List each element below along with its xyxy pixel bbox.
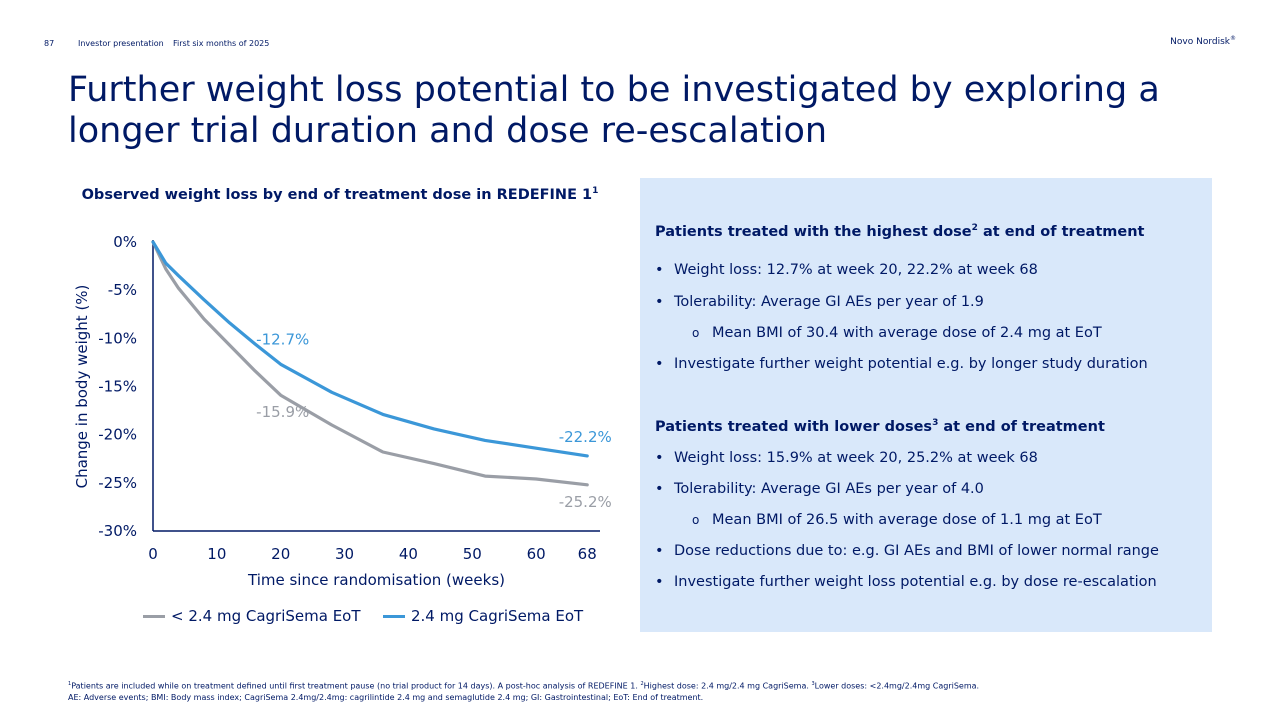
bullet-text: Weight loss: 15.9% at week 20, 25.2% at … [674,450,1038,466]
footnote-ref: 2 [640,681,644,687]
bullet-glyph: • [655,356,664,372]
y-axis-label: Change in body weight (%) [73,285,91,489]
bullet-text: Investigate further weight loss potentia… [674,574,1157,590]
x-tick-label: 20 [271,545,290,563]
footnote-ref: 3 [811,681,815,687]
bullet-glyph: • [655,450,664,466]
legend-item-highest-dose: 2.4 mg CagriSema EoT [383,607,583,625]
brand-name: Novo Nordisk [1170,37,1230,47]
bullet-glyph: • [655,543,664,559]
y-tick-label: -20% [98,426,137,444]
bullet-text: Weight loss: 12.7% at week 20, 22.2% at … [674,262,1038,278]
bullet-text: Tolerability: Average GI AEs per year of… [674,481,984,497]
y-tick-label: -15% [98,378,137,396]
series-line-lower-dose [151,240,589,487]
section-lower-dose-title: Patients treated with lower doses3 at en… [655,418,1105,435]
bullet-glyph: • [655,262,664,278]
footnote-line-1: 1Patients are included while on treatmen… [68,679,1218,692]
section-lower-dose-footnote-ref: 3 [932,418,939,428]
y-tick-label: -30% [98,522,137,540]
x-tick-label: 50 [463,545,482,563]
y-tick-label: -10% [98,329,137,347]
chart-title-footnote-ref: 1 [592,186,599,196]
section-highest-dose-title-suffix: at end of treatment [977,223,1145,240]
bullet-text: Tolerability: Average GI AEs per year of… [674,294,984,310]
bullet-glyph: • [655,481,664,497]
sub-bullet-item: o Mean BMI of 30.4 with average dose of 2… [692,325,1102,341]
section-lower-dose-title-suffix: at end of treatment [938,418,1105,435]
x-tick-label: 10 [207,545,226,563]
y-tick-label: -25% [98,474,137,492]
footnote-text: Lower doses: <2.4mg/2.4mg CagriSema. [814,681,980,691]
bullet-item: • Weight loss: 12.7% at week 20, 22.2% at… [655,262,1038,278]
brand-logo: Novo Nordisk® [1170,35,1236,47]
bullet-text: Mean BMI of 26.5 with average dose of 1.… [712,512,1102,528]
x-tick-label: 60 [527,545,546,563]
page-title: Further weight loss potential to be inve… [68,70,1160,151]
bullet-item: • Investigate further weight loss potenti… [655,574,1157,590]
legend-item-lower-dose: < 2.4 mg CagriSema EoT [143,607,361,625]
page-number: 87 [44,39,55,48]
y-tick-label: 0% [113,233,137,251]
footnote-ref: 1 [68,681,72,687]
section-highest-dose-title-text: Patients treated with the highest dose [655,223,972,240]
presentation-label: Investor presentation [78,39,164,48]
footnotes: 1Patients are included while on treatmen… [68,679,1218,703]
x-tick-label: 0 [148,545,158,563]
data-label: -12.7% [256,330,309,348]
weight-loss-line-chart: 0% -5% -10% -15% -20% -25% -30% 0 10 20 30 40 50 60 68… [73,233,612,589]
bullet-text: Mean BMI of 30.4 with average dose of 2.… [712,325,1102,341]
bullet-glyph: • [655,294,664,310]
data-label: -25.2% [559,493,612,511]
bullet-glyph: • [655,574,664,590]
brand-mark: ® [1230,35,1236,42]
footnote-text: Patients are included while on treatment… [71,681,641,691]
legend-label-highest-dose: 2.4 mg CagriSema EoT [411,607,584,625]
x-axis-label: Time since randomisation (weeks) [247,571,505,589]
bullet-text: Investigate further weight potential e.g… [674,356,1148,372]
legend-label-lower-dose: < 2.4 mg CagriSema EoT [171,607,361,625]
x-tick-label: 30 [335,545,354,563]
section-lower-dose-title-text: Patients treated with lower doses [655,418,933,435]
bullet-text: Dose reductions due to: e.g. GI AEs and … [674,543,1159,559]
x-tick-label: 68 [578,545,597,563]
summary-panel: Patients treated with the highest dose2 … [640,178,1212,632]
period-label: First six months of 2025 [173,39,270,48]
section-highest-dose-title: Patients treated with the highest dose2 … [655,223,1144,240]
x-tick-label: 40 [399,545,418,563]
bullet-item: • Weight loss: 15.9% at week 20, 25.2% at… [655,450,1038,466]
data-label: -15.9% [256,403,309,421]
y-tick-label: -5% [108,281,137,299]
data-label: -22.2% [559,428,612,446]
sub-bullet-item: o Mean BMI of 26.5 with average dose of 1… [692,512,1102,528]
bullet-item: • Investigate further weight potential e.… [655,356,1148,372]
bullet-item: • Tolerability: Average GI AEs per year o… [655,294,984,310]
sub-bullet-glyph: o [692,513,700,527]
legend-swatch-highest-dose [383,614,405,618]
series-line-highest-dose [151,240,589,458]
bullet-item: • Dose reductions due to: e.g. GI AEs and… [655,543,1159,559]
section-highest-dose-footnote-ref: 2 [971,223,978,233]
bullet-item: • Tolerability: Average GI AEs per year o… [655,481,984,497]
footnote-text: Highest dose: 2.4 mg/2.4 mg CagriSema. [643,681,812,691]
chart-title-text: Observed weight loss by end of treatment… [81,186,593,203]
legend-swatch-lower-dose [143,614,165,618]
footnote-line-2: AE: Adverse events; BMI: Body mass index… [68,692,704,702]
chart-title: Observed weight loss by end of treatment… [40,186,640,203]
sub-bullet-glyph: o [692,326,700,340]
